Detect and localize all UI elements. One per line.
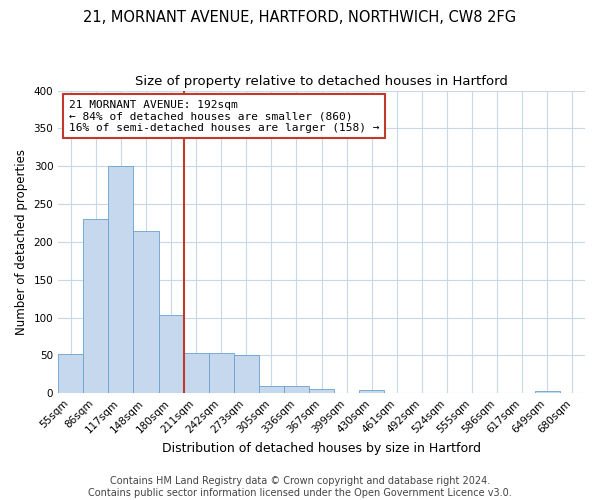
Bar [284,386,309,394]
Bar [209,353,234,394]
Bar [83,219,109,394]
Bar [158,316,184,394]
Bar [109,166,133,394]
Bar [309,389,334,394]
Bar [535,391,560,394]
Bar [234,356,259,394]
Title: Size of property relative to detached houses in Hartford: Size of property relative to detached ho… [135,75,508,88]
Bar [133,230,158,394]
Text: 21, MORNANT AVENUE, HARTFORD, NORTHWICH, CW8 2FG: 21, MORNANT AVENUE, HARTFORD, NORTHWICH,… [83,10,517,25]
Bar [58,354,83,394]
Y-axis label: Number of detached properties: Number of detached properties [15,149,28,335]
Bar [259,386,284,394]
X-axis label: Distribution of detached houses by size in Hartford: Distribution of detached houses by size … [162,442,481,455]
Bar [184,353,209,394]
Bar [359,390,385,394]
Text: 21 MORNANT AVENUE: 192sqm
← 84% of detached houses are smaller (860)
16% of semi: 21 MORNANT AVENUE: 192sqm ← 84% of detac… [69,100,379,133]
Text: Contains HM Land Registry data © Crown copyright and database right 2024.
Contai: Contains HM Land Registry data © Crown c… [88,476,512,498]
